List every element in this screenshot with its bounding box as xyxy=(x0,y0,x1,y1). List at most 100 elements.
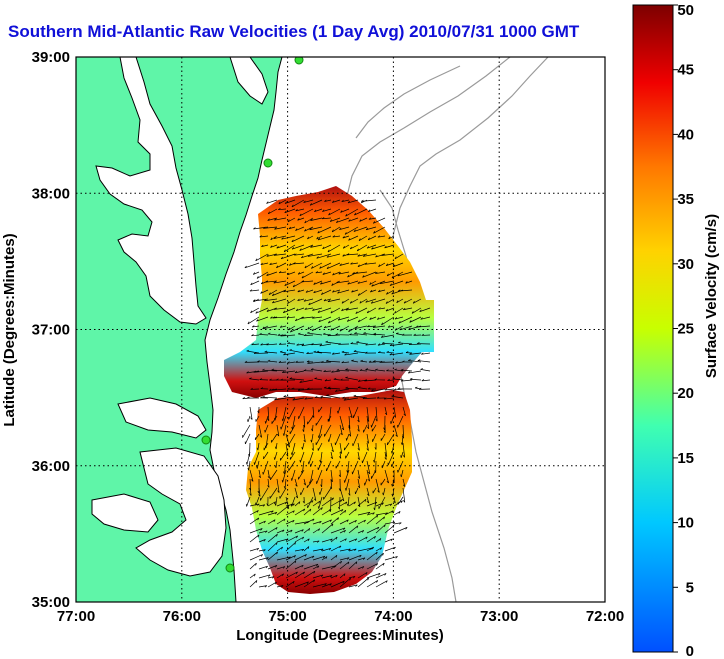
velocity-arrow-head xyxy=(317,310,320,313)
velocity-arrow xyxy=(273,280,287,284)
velocity-arrow xyxy=(309,199,323,206)
velocity-arrow-head xyxy=(267,218,270,221)
velocity-arrow-head xyxy=(255,311,258,314)
velocity-arrow-head xyxy=(295,318,298,322)
velocity-arrow xyxy=(347,199,359,204)
velocity-arrow-head xyxy=(338,488,341,491)
velocity-arrow-head xyxy=(389,343,393,346)
velocity-arrow-head xyxy=(276,433,280,437)
velocity-arrow-head xyxy=(323,386,327,389)
velocity-arrow-head xyxy=(394,256,397,259)
velocity-arrow xyxy=(291,235,305,243)
velocity-arrow-head xyxy=(262,504,266,507)
velocity-arrow xyxy=(345,451,350,459)
velocity-arrow xyxy=(355,487,359,495)
velocity-arrow-head xyxy=(335,333,339,335)
velocity-arrow xyxy=(299,379,314,383)
velocity-arrow xyxy=(306,352,314,354)
velocity-arrow xyxy=(371,298,386,304)
velocity-arrow xyxy=(339,451,342,459)
velocity-arrow xyxy=(311,343,323,346)
velocity-arrow-head xyxy=(414,386,418,389)
velocity-arrow xyxy=(330,509,344,516)
velocity-arrow-head xyxy=(260,387,264,389)
velocity-arrow-head xyxy=(317,237,321,241)
velocity-arrow xyxy=(384,397,395,400)
velocity-arrow xyxy=(258,557,269,561)
velocity-arrow xyxy=(339,530,346,534)
velocity-arrow-head xyxy=(330,456,333,460)
velocity-arrow xyxy=(312,316,323,319)
velocity-arrow xyxy=(400,451,404,458)
velocity-arrow-head xyxy=(280,378,283,381)
velocity-arrow-head xyxy=(331,523,334,527)
velocity-arrow xyxy=(345,387,359,390)
velocity-arrow-head xyxy=(302,536,305,540)
velocity-arrow xyxy=(387,433,395,446)
velocity-arrow-head xyxy=(329,575,333,578)
velocity-arrow xyxy=(331,370,341,373)
velocity-arrow-head xyxy=(356,248,359,252)
velocity-arrow-head xyxy=(321,217,325,220)
velocity-arrow xyxy=(259,334,269,336)
velocity-arrow-head xyxy=(307,326,310,330)
velocity-arrow xyxy=(394,316,404,320)
velocity-arrow xyxy=(357,415,360,423)
velocity-arrow xyxy=(257,442,260,451)
velocity-arrow xyxy=(402,487,406,503)
velocity-arrow xyxy=(276,505,289,516)
velocity-arrow xyxy=(282,406,287,422)
velocity-arrow xyxy=(366,226,377,231)
velocity-arrow-head xyxy=(378,289,381,292)
velocity-arrow-head xyxy=(367,493,370,496)
velocity-arrow-head xyxy=(398,341,401,344)
velocity-arrow-head xyxy=(382,492,384,496)
velocity-arrow xyxy=(362,271,377,278)
velocity-arrow-head xyxy=(393,415,396,418)
velocity-arrow-head xyxy=(291,239,294,243)
velocity-arrow xyxy=(393,522,402,525)
velocity-arrow-head xyxy=(253,573,256,577)
velocity-arrow-head xyxy=(301,564,304,568)
velocity-arrow xyxy=(304,307,314,310)
velocity-arrow-head xyxy=(269,262,272,265)
albemarle-sound xyxy=(117,397,207,439)
velocity-arrow-head xyxy=(354,332,357,334)
velocity-arrow-head xyxy=(322,246,325,250)
velocity-arrow xyxy=(373,333,386,336)
velocity-arrow xyxy=(300,316,314,319)
velocity-arrow xyxy=(294,548,304,552)
velocity-arrow xyxy=(317,307,332,313)
velocity-arrow-head xyxy=(357,429,360,432)
velocity-arrow-head xyxy=(288,226,292,230)
velocity-arrow xyxy=(249,517,260,525)
velocity-arrow-head xyxy=(353,501,356,505)
velocity-arrow-head xyxy=(266,503,269,506)
velocity-arrow xyxy=(375,478,380,493)
velocity-arrow-head xyxy=(357,319,360,323)
velocity-arrow xyxy=(386,262,395,266)
velocity-arrow xyxy=(249,554,263,561)
velocity-arrow xyxy=(341,199,350,203)
velocity-arrow xyxy=(294,501,301,507)
velocity-arrow-head xyxy=(276,378,279,381)
velocity-arrow-head xyxy=(263,326,266,329)
velocity-arrow-head xyxy=(282,566,286,569)
velocity-arrow xyxy=(333,378,341,381)
velocity-arrow xyxy=(357,469,361,479)
velocity-arrow xyxy=(386,271,395,277)
velocity-arrow xyxy=(298,271,305,275)
velocity-arrow-head xyxy=(329,219,333,222)
velocity-arrow-head xyxy=(284,210,287,214)
velocity-arrow-head xyxy=(302,429,305,432)
velocity-arrow-head xyxy=(350,342,354,344)
velocity-arrow-head xyxy=(349,301,352,304)
velocity-arrow xyxy=(366,469,370,482)
velocity-arrow-head xyxy=(368,360,372,363)
velocity-arrow xyxy=(307,361,323,364)
velocity-arrow-head xyxy=(295,571,298,575)
velocity-arrow xyxy=(299,244,314,251)
velocity-arrow-head xyxy=(293,555,296,558)
velocity-arrow xyxy=(344,226,359,235)
velocity-arrow-head xyxy=(332,272,335,276)
